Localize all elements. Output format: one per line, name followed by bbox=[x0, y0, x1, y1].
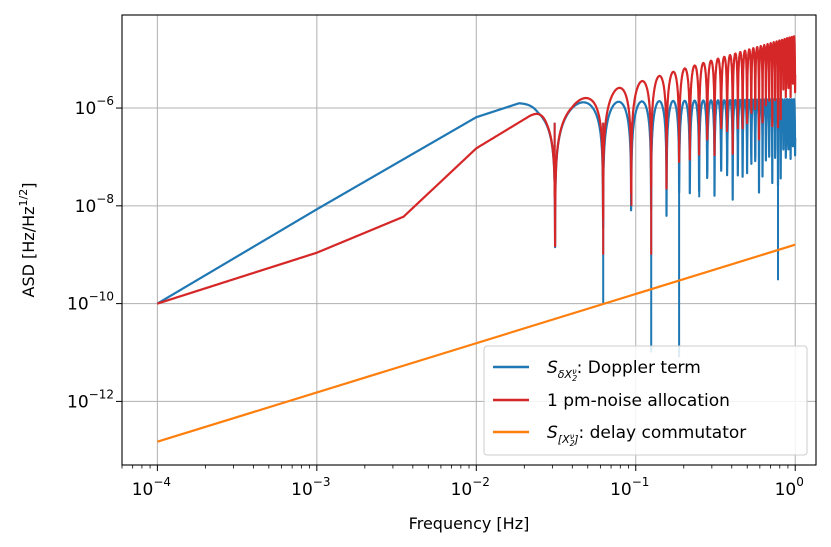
x-tick-label: 10−2 bbox=[451, 475, 490, 500]
series-lines bbox=[156, 35, 797, 443]
legend-label-doppler: SδX2ν: Doppler term bbox=[547, 358, 701, 383]
axis-ticks bbox=[116, 107, 796, 471]
tick-labels: 10−4 10−3 10−2 10−1 100 10−12 10−10 10−8 10−6 bbox=[67, 94, 804, 500]
x-tick-label: 10−1 bbox=[610, 475, 649, 500]
y-axis-label-sup: 1/2 bbox=[17, 189, 30, 207]
legend-label-commutator: S[X2ν]: delay commutator bbox=[547, 423, 746, 448]
y-tick-label: 10−10 bbox=[67, 290, 114, 315]
y-tick-label: 10−12 bbox=[67, 387, 114, 412]
y-tick-label: 10−8 bbox=[75, 192, 114, 217]
series-line bbox=[157, 243, 796, 443]
x-axis-label: Frequency [Hz] bbox=[409, 514, 530, 533]
x-tick-label: 100 bbox=[775, 475, 804, 500]
legend: SδX2ν: Doppler term 1 pm-noise allocatio… bbox=[483, 345, 808, 456]
y-axis-label: ASD [Hz/Hz1/2] bbox=[17, 183, 38, 298]
x-tick-label: 10−3 bbox=[291, 475, 330, 500]
series-line bbox=[156, 35, 797, 305]
legend-box bbox=[483, 345, 808, 456]
y-tick-label: 10−6 bbox=[75, 94, 114, 119]
legend-label-allocation: 1 pm-noise allocation bbox=[547, 391, 730, 411]
x-tick-label: 10−4 bbox=[132, 475, 171, 500]
